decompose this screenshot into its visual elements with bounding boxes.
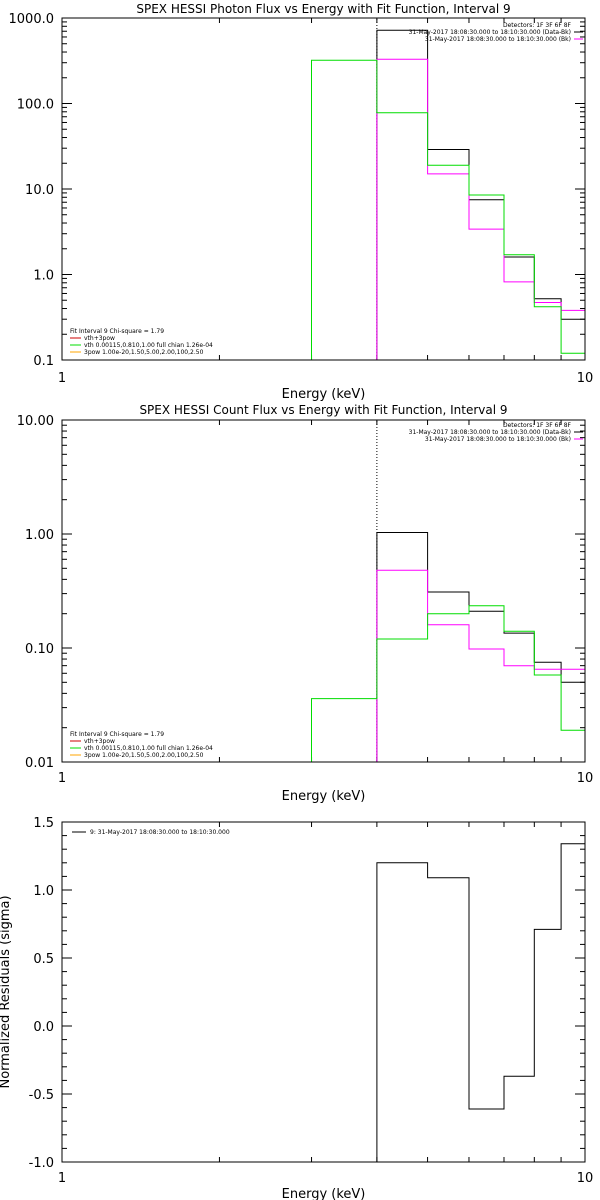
x-axis-label: Energy (keV) (282, 387, 366, 402)
series-1-histogram (376, 843, 585, 1162)
x-axis-label: Energy (keV) (282, 789, 366, 804)
y-tick-label: 1.00 (25, 528, 54, 543)
y-axis-label: Normalized Residuals (sigma) (0, 895, 13, 1088)
fit-legend-entry-4: 3pow 1.00e-20,1.50,5.00,2.00,100,2.50 (84, 752, 204, 759)
series-2-histogram (376, 569, 585, 762)
legend-entry-3: 31-May-2017 18:08:30.000 to 18:10:30.000… (425, 36, 571, 43)
fit-legend-entry-3: vth 0.00115,0.810,1.00 full chian 1.26e-… (84, 745, 213, 752)
fit-legend-entry-2: vth+3pow (84, 335, 115, 342)
y-tick-label: -1.0 (29, 1156, 54, 1171)
plot-frame (61, 17, 586, 361)
y-tick-label: 1.0 (33, 884, 54, 899)
x-axis-label: Energy (keV) (282, 1187, 366, 1200)
chart-title: SPEX HESSI Photon Flux vs Energy with Fi… (136, 2, 510, 16)
fit-legend-entry-2: vth+3pow (84, 738, 115, 745)
legend-entry-3: 31-May-2017 18:08:30.000 to 18:10:30.000… (425, 436, 571, 443)
y-tick-label: 1000.0 (9, 12, 55, 27)
chart-title: SPEX HESSI Count Flux vs Energy with Fit… (139, 403, 507, 417)
y-tick-label: 0.1 (33, 354, 54, 369)
legend-entry-1: Detectors: 1F 3F 6F 8F (503, 22, 572, 29)
series-3-histogram (311, 59, 585, 360)
y-tick-label: 10.0 (25, 183, 54, 198)
fit-legend-entry-3: vth 0.00115,0.810,1.00 full chian 1.26e-… (84, 342, 213, 349)
fit-legend-entry-1: Fit Interval 9 Chi-square = 1.79 (70, 328, 164, 335)
y-tick-label: 0.0 (33, 1020, 54, 1035)
y-tick-label: 0.5 (33, 952, 54, 967)
plot-frame (61, 419, 586, 763)
y-tick-label: 100.0 (17, 98, 54, 113)
x-tick-label: 1 (58, 1171, 66, 1186)
y-tick-label: 1.0 (33, 269, 54, 284)
y-tick-label: -0.5 (29, 1088, 54, 1103)
y-tick-label: 0.10 (25, 642, 54, 657)
y-tick-label: 0.01 (25, 756, 54, 771)
x-tick-label: 1 (58, 371, 66, 386)
legend-entry-1: 9: 31-May-2017 18:08:30.000 to 18:10:30.… (90, 829, 230, 836)
legend-entry-2: 31-May-2017 18:08:30.000 to 18:10:30.000… (409, 429, 571, 436)
series-3-histogram (311, 605, 585, 762)
fit-legend-entry-1: Fit Interval 9 Chi-square = 1.79 (70, 731, 164, 738)
x-tick-label: 10 (577, 371, 594, 386)
y-tick-label: 10.00 (17, 414, 54, 429)
plot-frame (61, 821, 586, 1163)
fit-legend-entry-4: 3pow 1.00e-20,1.50,5.00,2.00,100,2.50 (84, 349, 204, 356)
x-tick-label: 10 (577, 1171, 594, 1186)
legend-entry-1: Detectors: 1F 3F 6F 8F (503, 422, 572, 429)
x-tick-label: 1 (58, 771, 66, 786)
y-tick-label: 1.5 (33, 816, 54, 831)
legend-entry-2: 31-May-2017 18:08:30.000 to 18:10:30.000… (409, 29, 571, 36)
x-tick-label: 10 (577, 771, 594, 786)
